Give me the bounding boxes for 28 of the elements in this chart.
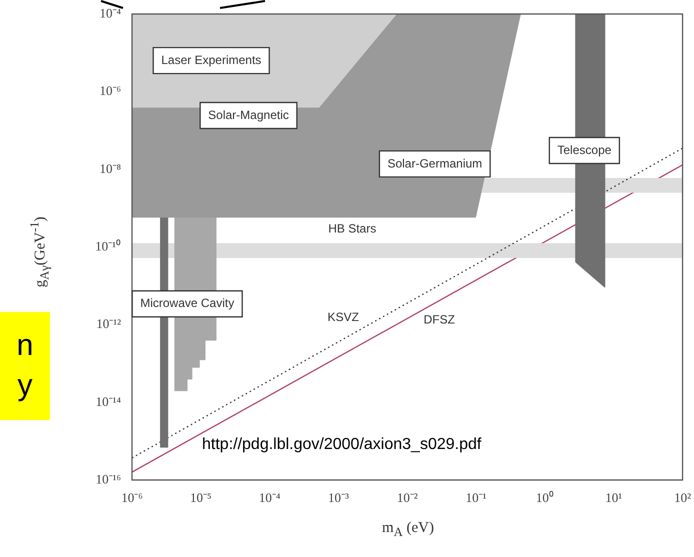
text: y xyxy=(16,368,34,404)
y-tick-label: 10⁻¹⁶ xyxy=(96,471,121,486)
y-tick-label: 10⁻⁸ xyxy=(99,160,122,176)
x-tick-label: 10⁻¹ xyxy=(466,490,487,506)
series-label: Telescope xyxy=(557,142,612,157)
y-tick-label: 10⁻¹² xyxy=(96,316,122,332)
band-label: Solar-Germanium xyxy=(387,156,482,170)
x-tick-label: 10⁻² xyxy=(396,490,418,506)
y-tick-label: 10⁻⁴ xyxy=(99,5,122,20)
y-tick-label: 10⁻¹⁴ xyxy=(96,394,122,409)
x-axis-title: m$_{A}$ (eV) xyxy=(382,520,434,540)
series-label: Microwave Cavity xyxy=(140,296,234,310)
x-tick-label: 10⁻⁶ xyxy=(121,490,143,506)
band-label: HB Stars xyxy=(328,221,376,236)
annotation: http://pdg.lbl.gov/2000/axion3_s029.pdf xyxy=(200,436,484,454)
series-label: KSVZ xyxy=(328,310,359,324)
x-tick-label: 10⁻³ xyxy=(328,490,350,506)
x-tick-label: 10² xyxy=(674,490,692,506)
text: n xyxy=(16,328,34,364)
x-tick-label: 10⁻⁴ xyxy=(258,490,281,506)
x-tick-label: 10⁰ xyxy=(536,490,554,506)
x-tick-label: 10⁻⁵ xyxy=(190,490,212,506)
series-label: DFSZ xyxy=(424,312,455,327)
series-label: Laser Experiments xyxy=(161,52,262,67)
x-tick-label: 10¹ xyxy=(605,490,622,506)
series-label: Solar-Magnetic xyxy=(208,108,289,122)
y-tick-label: 10⁻⁶ xyxy=(99,83,121,98)
y-tick-label: 10⁻¹⁰ xyxy=(95,238,121,254)
